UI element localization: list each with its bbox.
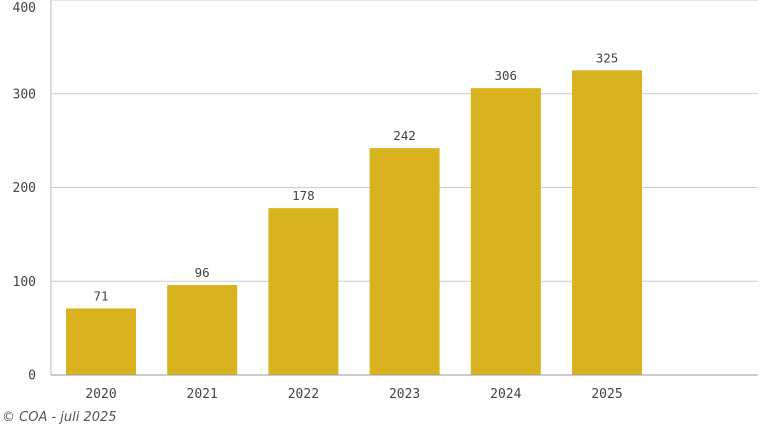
data-label: 96	[195, 265, 210, 280]
bar-2023	[369, 148, 440, 375]
y-tick-label: 100	[13, 275, 36, 290]
x-tick-label: 2020	[85, 387, 116, 402]
y-tick-label: 0	[28, 369, 36, 384]
y-tick-label: 300	[13, 87, 36, 102]
x-tick-label: 2025	[591, 387, 622, 402]
data-labels: 71 96 178 242 306 325	[93, 50, 618, 303]
y-tick-label: 200	[13, 181, 36, 196]
bar-2021	[167, 285, 238, 375]
data-label: 325	[596, 50, 619, 65]
bar-2020	[66, 308, 136, 375]
x-tick-label: 2021	[187, 387, 218, 402]
copyright-credit: © COA - juli 2025	[2, 410, 117, 425]
bar-2025	[572, 70, 642, 375]
bars	[66, 70, 642, 375]
x-tick-label: 2023	[389, 387, 420, 402]
data-label: 306	[495, 68, 518, 83]
x-axis-ticks: 2020 2021 2022 2023 2024 2025	[85, 387, 622, 402]
y-axis-ticks: 0 100 200 300 400	[13, 1, 36, 384]
y-tick-label: 400	[13, 1, 36, 16]
bar-2022	[268, 208, 339, 375]
data-label: 178	[292, 188, 315, 203]
x-tick-label: 2024	[490, 387, 521, 402]
x-tick-label: 2022	[288, 387, 319, 402]
data-label: 242	[393, 128, 416, 143]
bar-2024	[470, 88, 541, 375]
data-label: 71	[93, 288, 108, 303]
